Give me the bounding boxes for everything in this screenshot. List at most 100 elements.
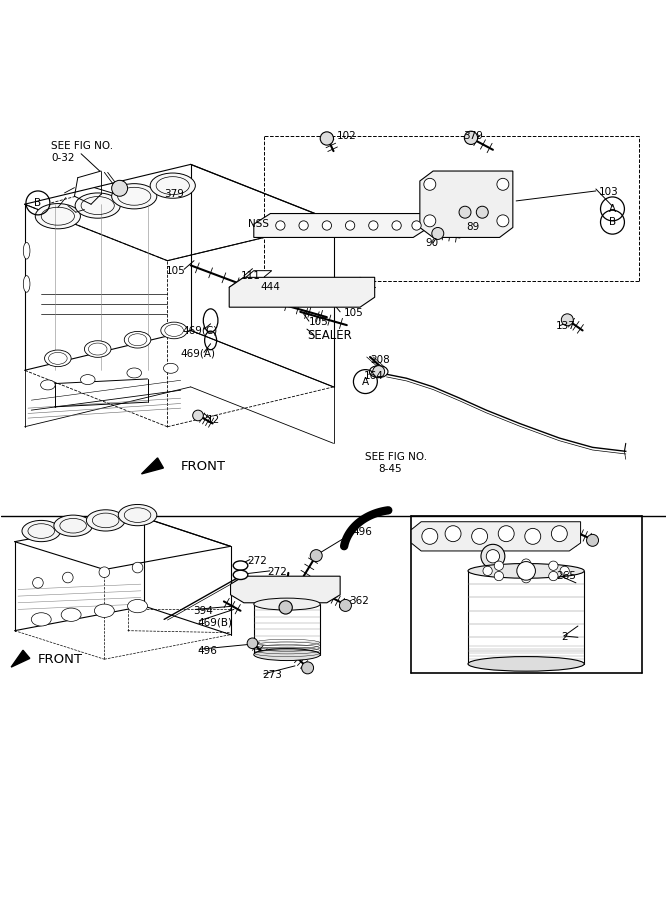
Circle shape [310, 550, 322, 562]
Circle shape [193, 410, 203, 421]
Ellipse shape [118, 505, 157, 526]
Ellipse shape [163, 364, 178, 374]
Circle shape [412, 220, 421, 230]
Text: B: B [35, 198, 41, 208]
Text: 12: 12 [207, 415, 221, 425]
Circle shape [99, 567, 109, 578]
Circle shape [586, 535, 598, 546]
Text: 362: 362 [350, 597, 370, 607]
Text: A: A [609, 204, 616, 214]
Text: 0-32: 0-32 [51, 153, 75, 163]
Polygon shape [229, 277, 375, 307]
Circle shape [497, 178, 509, 190]
Text: 111: 111 [241, 271, 260, 281]
Ellipse shape [23, 275, 30, 292]
Ellipse shape [45, 350, 71, 366]
Circle shape [517, 562, 536, 580]
Ellipse shape [233, 561, 248, 571]
Circle shape [424, 215, 436, 227]
Circle shape [472, 528, 488, 544]
Ellipse shape [61, 608, 81, 621]
Text: 379: 379 [164, 189, 184, 199]
Ellipse shape [23, 242, 30, 259]
Text: 137: 137 [556, 321, 576, 331]
Circle shape [422, 528, 438, 544]
Text: 164: 164 [364, 371, 384, 381]
Circle shape [432, 228, 444, 239]
Ellipse shape [81, 374, 95, 384]
Text: 8-45: 8-45 [379, 464, 402, 473]
Text: 469(B): 469(B) [197, 617, 232, 627]
Circle shape [373, 365, 385, 378]
Circle shape [132, 562, 143, 573]
Text: SEE FIG NO.: SEE FIG NO. [366, 452, 428, 462]
Circle shape [275, 220, 285, 230]
Text: 496: 496 [352, 527, 372, 537]
Circle shape [279, 601, 292, 614]
Text: SEALER: SEALER [307, 329, 352, 342]
Circle shape [476, 206, 488, 218]
Circle shape [445, 526, 461, 542]
Circle shape [549, 572, 558, 580]
Circle shape [464, 131, 478, 145]
Ellipse shape [94, 604, 114, 617]
Text: 2: 2 [562, 633, 568, 643]
Text: NSS: NSS [249, 220, 269, 230]
Polygon shape [141, 458, 163, 474]
Ellipse shape [22, 520, 61, 542]
Circle shape [522, 559, 531, 568]
Ellipse shape [31, 613, 51, 626]
Circle shape [486, 550, 500, 562]
Ellipse shape [468, 657, 584, 671]
Circle shape [299, 220, 308, 230]
Text: 105: 105 [309, 318, 329, 328]
Polygon shape [420, 171, 513, 238]
Polygon shape [11, 650, 30, 667]
Circle shape [33, 578, 43, 589]
Circle shape [424, 178, 436, 190]
Text: 444: 444 [260, 283, 280, 293]
Circle shape [552, 526, 568, 542]
Text: 90: 90 [425, 238, 438, 248]
Ellipse shape [233, 571, 248, 580]
Text: 105: 105 [344, 308, 364, 319]
Ellipse shape [124, 331, 151, 348]
Text: 89: 89 [466, 221, 480, 232]
Circle shape [560, 566, 570, 575]
Text: 272: 272 [267, 567, 287, 577]
Text: B: B [609, 217, 616, 227]
Circle shape [494, 561, 504, 571]
Ellipse shape [161, 322, 187, 338]
Ellipse shape [75, 193, 120, 218]
Ellipse shape [87, 509, 125, 531]
Text: 265: 265 [557, 572, 576, 581]
Text: 102: 102 [337, 131, 357, 141]
Circle shape [340, 599, 352, 611]
Circle shape [481, 544, 505, 568]
Ellipse shape [111, 184, 157, 209]
Ellipse shape [85, 341, 111, 357]
Text: SEE FIG NO.: SEE FIG NO. [51, 140, 113, 151]
Ellipse shape [54, 515, 93, 536]
Text: 394: 394 [193, 606, 213, 616]
Text: 103: 103 [599, 187, 619, 197]
Circle shape [301, 662, 313, 674]
Ellipse shape [370, 365, 388, 378]
Ellipse shape [253, 649, 320, 661]
Circle shape [320, 131, 334, 145]
Text: 379: 379 [463, 131, 483, 141]
Text: 469(A): 469(A) [181, 348, 215, 359]
Ellipse shape [35, 203, 81, 229]
Circle shape [562, 314, 573, 326]
Circle shape [346, 220, 355, 230]
Circle shape [392, 220, 402, 230]
Polygon shape [246, 271, 271, 277]
Circle shape [369, 220, 378, 230]
Circle shape [483, 566, 492, 575]
Text: 273: 273 [261, 670, 281, 680]
Text: 469(C): 469(C) [182, 326, 217, 336]
Circle shape [525, 528, 541, 544]
Ellipse shape [127, 368, 141, 378]
Circle shape [549, 561, 558, 571]
Text: FRONT: FRONT [181, 460, 225, 473]
